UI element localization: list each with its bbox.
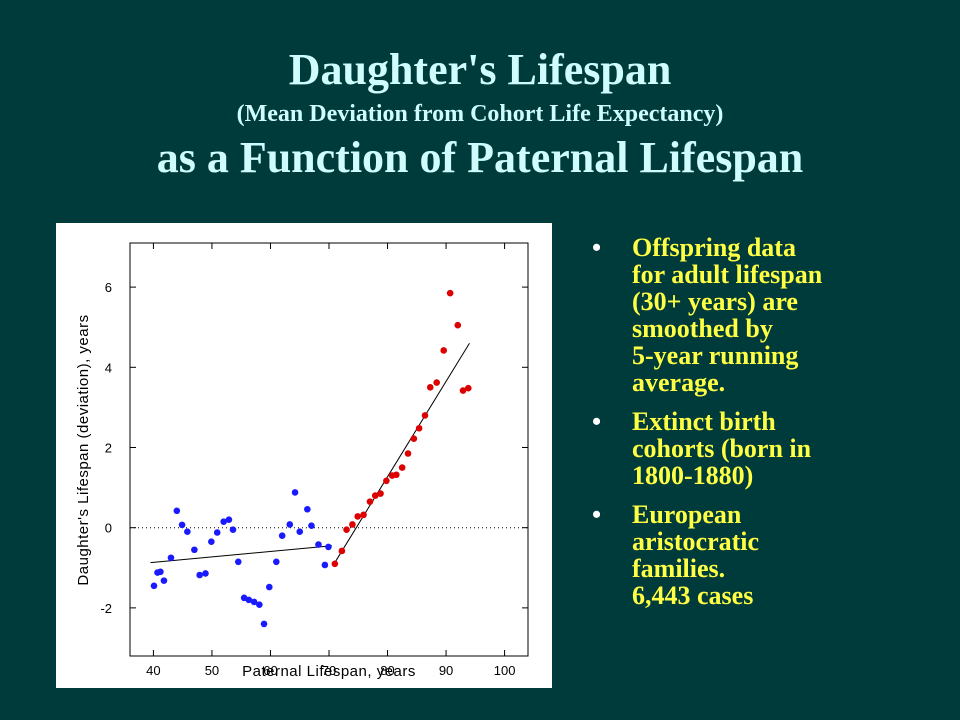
- title-main: Daughter's Lifespan: [288, 45, 672, 94]
- data-point: [208, 538, 215, 546]
- bullet-dot-icon: •: [592, 500, 602, 529]
- bullet-dot-icon: •: [592, 407, 602, 436]
- data-point: [415, 424, 423, 432]
- data-point: [202, 570, 209, 577]
- bullet-text: Offspring data for adult lifespan (30+ y…: [632, 233, 823, 397]
- data-point: [178, 521, 186, 529]
- bullet-text: European aristocratic families. 6,443 ca…: [632, 500, 760, 610]
- x-tick-label: 70: [322, 663, 336, 678]
- slide-title: Daughter's Lifespan (Mean Deviation from…: [0, 48, 960, 180]
- data-point: [410, 435, 418, 442]
- data-point: [256, 601, 263, 608]
- data-point: [291, 489, 299, 496]
- data-point: [440, 347, 448, 354]
- plot-area-frame: [129, 242, 529, 657]
- data-point: [191, 546, 198, 554]
- data-point: [454, 321, 462, 329]
- data-point: [304, 505, 311, 513]
- data-point: [250, 598, 258, 606]
- data-point: [383, 477, 390, 485]
- scatter-chart: 40 50 60 70 80 90 100 -2 0 2 4 6 Paternal Lifespan,…: [75, 242, 529, 680]
- y-axis-title: Daughter's Lifespan (deviation), years: [75, 314, 92, 585]
- y-tick-label: 2: [105, 440, 112, 455]
- x-axis-title: Paternal Lifespan, years: [242, 663, 416, 680]
- data-point: [278, 532, 286, 540]
- data-point: [260, 620, 268, 628]
- data-point: [393, 471, 400, 479]
- data-point: [360, 511, 367, 519]
- y-tick-label: 0: [105, 521, 112, 536]
- bullet-item-families: • European aristocratic families. 6,443 …: [592, 501, 952, 609]
- data-point: [398, 464, 406, 471]
- data-point: [366, 498, 374, 505]
- data-point: [225, 516, 233, 523]
- data-point: [229, 526, 237, 533]
- data-point: [371, 492, 379, 499]
- data-point: [338, 547, 346, 555]
- data-point: [220, 518, 227, 525]
- bullet-dot-icon: •: [592, 233, 602, 262]
- data-point: [315, 541, 322, 548]
- data-point: [266, 583, 273, 591]
- data-point: [321, 561, 329, 569]
- x-tick-label: 80: [380, 663, 394, 678]
- data-point: [433, 379, 440, 386]
- data-point: [331, 560, 339, 568]
- data-point: [426, 384, 434, 391]
- data-point: [173, 507, 181, 515]
- data-point: [234, 558, 242, 566]
- y-tick-label: 6: [105, 280, 112, 295]
- x-tick-label: 100: [494, 663, 516, 678]
- data-point: [325, 543, 332, 551]
- data-point: [245, 596, 253, 604]
- data-point: [349, 521, 356, 528]
- y-tick-label: 4: [105, 360, 112, 375]
- data-point: [157, 568, 164, 576]
- data-point: [404, 450, 412, 457]
- chart-panel: 40 50 60 70 80 90 100 -2 0 2 4 6 Paternal Lifespan,…: [56, 223, 552, 688]
- title-continuation: as a Function of Paternal Lifespan: [156, 133, 804, 182]
- data-point: [160, 577, 168, 584]
- data-point: [465, 384, 472, 392]
- data-point: [343, 526, 350, 533]
- data-point: [446, 289, 454, 297]
- data-point: [354, 513, 361, 520]
- data-point: [296, 528, 304, 535]
- data-point: [459, 387, 467, 394]
- data-point: [286, 521, 294, 528]
- data-point: [196, 571, 203, 579]
- bullet-list: • Offspring data for adult lifespan (30+…: [592, 234, 952, 621]
- data-point: [273, 558, 280, 566]
- bullet-text: Extinct birth cohorts (born in 1800-1880…: [632, 407, 812, 490]
- title-subtitle: (Mean Deviation from Cohort Life Expecta…: [236, 101, 724, 127]
- x-tick-label: 90: [439, 663, 453, 678]
- x-tick-label: 50: [205, 663, 219, 678]
- fit-line: [334, 342, 470, 563]
- fit-line: [150, 545, 332, 564]
- data-point: [308, 522, 315, 529]
- data-point: [421, 412, 429, 419]
- x-tick-label: 40: [146, 663, 160, 678]
- y-tick-label: -2: [100, 601, 112, 616]
- bullet-item-cohorts: • Extinct birth cohorts (born in 1800-18…: [592, 408, 952, 489]
- data-point: [377, 490, 384, 497]
- x-tick-label: 60: [263, 663, 277, 678]
- data-point: [213, 529, 221, 536]
- data-point: [167, 554, 175, 562]
- data-point: [150, 582, 158, 590]
- bullet-item-smoothing: • Offspring data for adult lifespan (30+…: [592, 234, 952, 396]
- data-point: [184, 528, 191, 535]
